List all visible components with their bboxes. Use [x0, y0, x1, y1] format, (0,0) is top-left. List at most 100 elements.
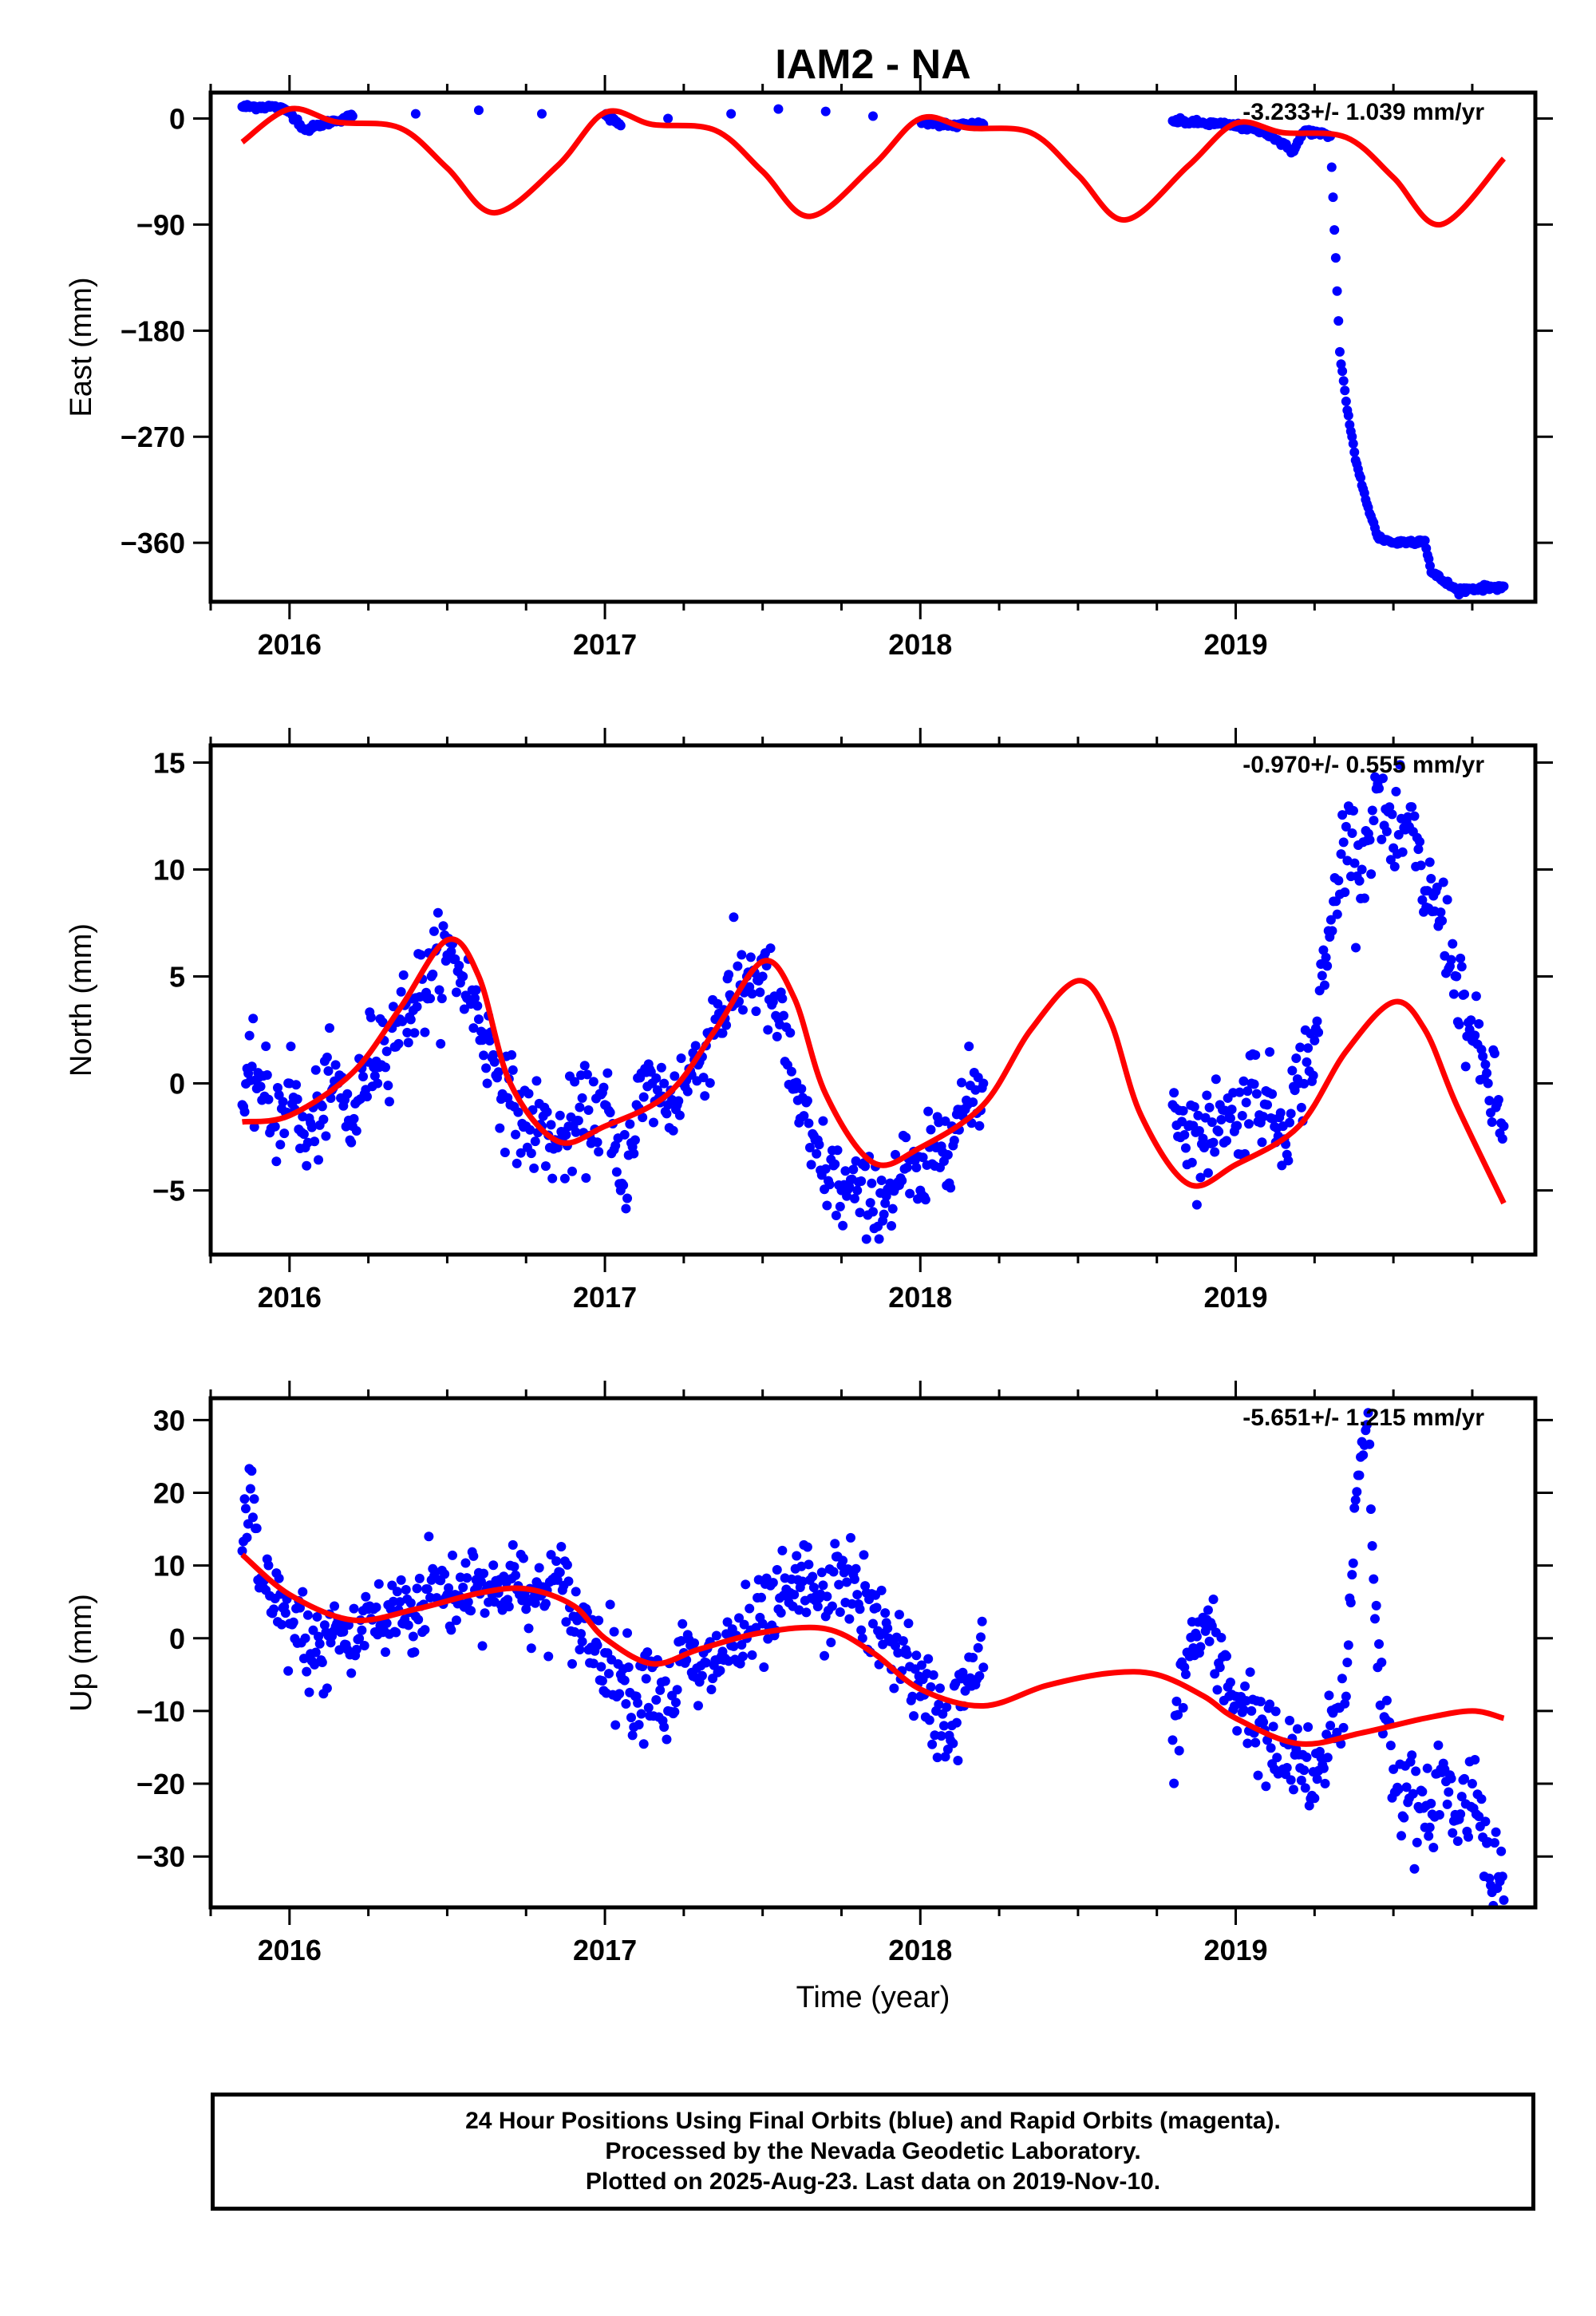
- up-data-point: [852, 1590, 863, 1600]
- up-data-point: [298, 1587, 308, 1597]
- up-data-point: [927, 1739, 938, 1749]
- north-data-point: [844, 1182, 855, 1192]
- up-data-point: [567, 1658, 578, 1669]
- north-data-point: [471, 985, 481, 995]
- up-data-point: [883, 1623, 893, 1634]
- east-y-tick-label: −270: [120, 421, 185, 453]
- north-data-point: [887, 1203, 898, 1214]
- up-data-point: [338, 1626, 349, 1637]
- up-data-point: [1225, 1678, 1235, 1688]
- up-data-point: [440, 1569, 450, 1579]
- up-data-point: [711, 1630, 721, 1641]
- north-data-point: [602, 1068, 613, 1078]
- north-data-point: [349, 1113, 359, 1124]
- north-data-point: [513, 1107, 523, 1117]
- up-data-point: [1491, 1827, 1501, 1837]
- north-data-point: [737, 950, 747, 960]
- north-data-point: [1208, 1137, 1219, 1148]
- up-data-point: [1253, 1770, 1263, 1780]
- up-data-point: [1341, 1691, 1351, 1701]
- north-data-point: [425, 994, 436, 1004]
- up-data-point: [1385, 1741, 1396, 1751]
- up-data-point: [351, 1644, 361, 1654]
- up-data-point: [660, 1676, 670, 1686]
- north-data-point: [804, 1142, 815, 1152]
- north-data-point: [598, 1082, 609, 1093]
- north-data-point: [812, 1148, 822, 1159]
- up-data-point: [827, 1601, 837, 1611]
- north-data-point: [918, 1152, 928, 1163]
- east-x-tick-label: 2018: [888, 628, 952, 661]
- east-data-point: [347, 111, 358, 121]
- up-data-point: [283, 1666, 294, 1676]
- up-data-point: [546, 1550, 556, 1560]
- north-data-point: [638, 1113, 648, 1123]
- north-data-point: [974, 1120, 985, 1131]
- up-data-point: [1446, 1773, 1456, 1784]
- up-data-point: [976, 1632, 986, 1642]
- up-data-point: [1417, 1786, 1428, 1796]
- north-data-point: [571, 1127, 581, 1137]
- north-data-point: [1258, 1112, 1269, 1122]
- north-data-point: [1341, 821, 1351, 832]
- up-data-point: [697, 1670, 707, 1681]
- up-data-point: [672, 1685, 682, 1695]
- up-model-curve: [240, 1552, 1505, 1747]
- up-data-point: [603, 1669, 614, 1679]
- up-data-point: [670, 1697, 681, 1708]
- north-data-point: [887, 1220, 897, 1231]
- east-data-point: [1420, 536, 1430, 546]
- north-data-point: [1249, 1079, 1259, 1089]
- north-data-point: [500, 1148, 510, 1158]
- up-data-point: [1332, 1727, 1342, 1737]
- north-data-point: [291, 1080, 302, 1090]
- north-data-point: [1322, 961, 1333, 971]
- up-data-point: [622, 1628, 633, 1638]
- north-data-point: [529, 1163, 539, 1173]
- north-data-point: [438, 921, 448, 931]
- up-data-point: [1474, 1812, 1484, 1822]
- up-data-point: [1337, 1674, 1347, 1684]
- north-data-point: [526, 1148, 536, 1159]
- up-data-point: [659, 1722, 670, 1733]
- up-data-point: [1399, 1812, 1409, 1823]
- chart-title: IAM2 - NA: [775, 41, 971, 88]
- north-data-point: [621, 1203, 631, 1214]
- north-data-point: [849, 1193, 859, 1203]
- north-data-point: [1178, 1105, 1188, 1116]
- north-x-tick-label: 2018: [888, 1281, 952, 1314]
- up-data-point: [792, 1551, 802, 1561]
- north-data-point: [872, 1264, 882, 1274]
- north-data-point: [1466, 1015, 1476, 1026]
- up-data-point: [940, 1752, 950, 1762]
- up-data-point: [868, 1618, 878, 1629]
- up-data-point: [594, 1615, 604, 1626]
- north-data-point: [1482, 1068, 1492, 1078]
- up-data-point: [1300, 1783, 1310, 1793]
- north-data-point: [275, 1140, 286, 1150]
- north-x-tick-label: 2017: [573, 1281, 637, 1314]
- up-data-point: [444, 1583, 454, 1593]
- north-data-point: [897, 1176, 907, 1186]
- north-data-point: [577, 1093, 587, 1103]
- north-data-point: [1436, 907, 1446, 918]
- east-data-point: [726, 109, 737, 119]
- east-data-point: [1328, 192, 1338, 203]
- up-data-point: [1401, 1782, 1412, 1792]
- north-data-point: [1187, 1157, 1197, 1168]
- north-data-point: [555, 1110, 565, 1120]
- up-data-point: [463, 1597, 473, 1607]
- north-data-point: [1499, 1121, 1509, 1132]
- east-y-tick-label: −90: [136, 208, 185, 241]
- north-data-point: [855, 1207, 865, 1218]
- north-data-point: [393, 1038, 404, 1049]
- up-data-point: [1369, 1614, 1380, 1624]
- up-data-point: [1367, 1540, 1377, 1551]
- up-data-point: [448, 1550, 458, 1560]
- north-data-point: [796, 1084, 807, 1094]
- north-data-point: [1407, 802, 1417, 812]
- north-data-point: [1349, 858, 1360, 868]
- north-data-point: [629, 1148, 639, 1159]
- east-data-point: [473, 105, 484, 116]
- north-data-point: [751, 1006, 761, 1017]
